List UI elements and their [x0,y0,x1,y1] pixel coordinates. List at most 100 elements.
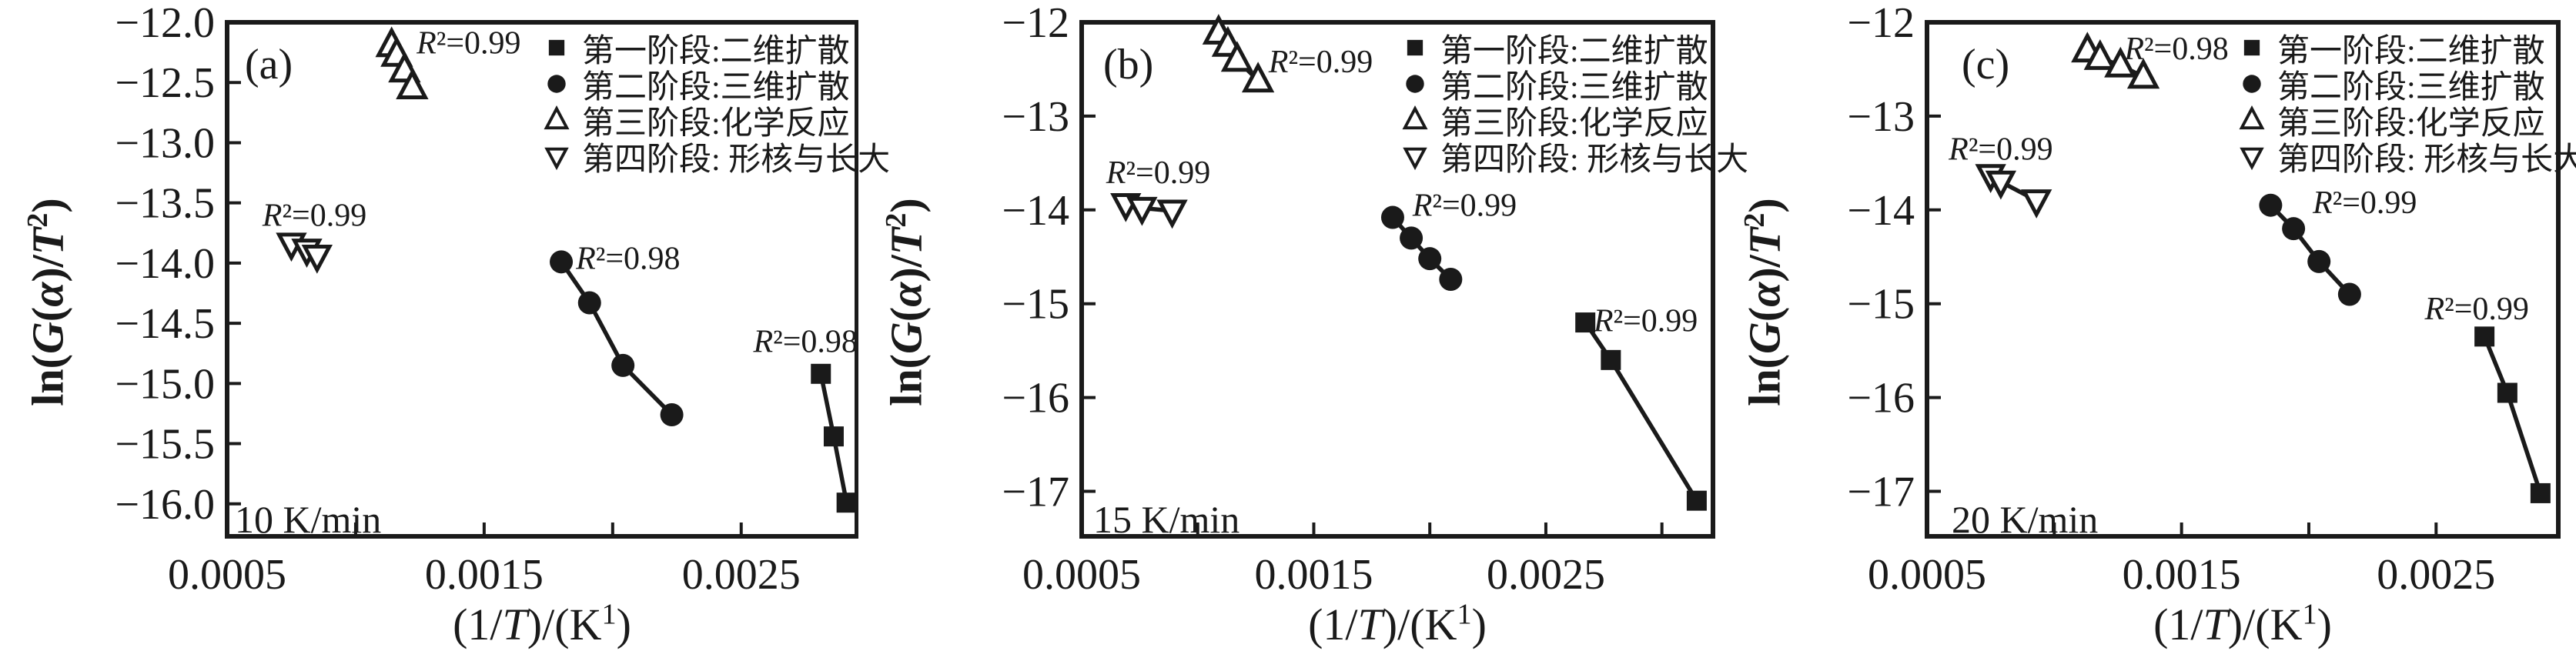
marker-circle-filled [1400,226,1423,250]
legend-item-2: 第二阶段:三维扩散 [1397,67,1748,105]
r2-annotation: R²=0.98 [2123,32,2228,67]
y-axis-label: ln(G(α)/T2) [1738,198,1790,406]
y-tick-label: −17 [1002,468,1069,516]
y-tick-label: −12.5 [115,59,215,107]
series-line [1390,215,1453,281]
marker-triangle-up-open [2083,38,2116,70]
x-tick-label: 0.0025 [682,551,801,599]
series-line [2482,336,2543,494]
marker-circle-filled [2282,217,2306,241]
panel-label: (b) [1103,41,1154,88]
x-tick-label: 0.0005 [168,551,286,599]
series-stage-1: R²=0.99 [2424,292,2551,503]
panel-c-plot-svg: 0.0005 0.0015 0.0025 −12 −13 −14 −15 −16 −17 R²=0… [1847,0,2561,599]
marker-triangle-up-open [1402,105,1428,130]
y-axis-label: ln(G(α)/T2) [880,198,932,406]
y-tick-label: −15 [1002,281,1069,329]
triangle-up-open-icon [544,105,570,130]
heating-rate-label: 20 K/min [1952,498,2099,541]
legend-label: 第三阶段:化学反应 [582,105,850,142]
marker-square-filled [823,426,844,447]
marker-triangle-down-open [1403,147,1427,171]
square-filled-icon [1407,39,1423,56]
marker-triangle-up-open [396,68,429,99]
marker-triangle-up-open [2239,105,2265,130]
panel-b-plot-svg: 0.0005 0.0015 0.0025 −12 −13 −14 −15 −16 −17 R²=0… [1002,0,1715,599]
circle-filled-icon [547,75,566,93]
marker-square-filled [1601,349,1621,370]
circle-filled-icon [1406,75,1424,93]
legend-item-2: 第二阶段:三维扩散 [539,67,890,105]
marker-circle-filled [550,250,574,274]
x-tick-label: 0.0005 [1022,551,1141,599]
series-stage-4: R²=0.99 [1106,155,1210,229]
legend-item-3: 第三阶段:化学反应 [2234,103,2576,142]
series-stage-3: R²=0.99 [375,26,521,99]
y-tick-label: −13 [1002,93,1069,141]
legend: 第一阶段:二维扩散 第二阶段:三维扩散 第三阶段:化学反应 第四阶段: 形核与长大 [2234,31,2576,178]
y-tick-label: −15.5 [115,421,215,469]
y-axis-label: ln(G(α)/T2) [22,198,73,406]
y-tick-label: −17 [1847,468,1915,516]
x-tick-label: 0.0015 [425,551,544,599]
circle-filled-icon [2243,75,2261,93]
r2-annotation: R²=0.99 [2424,292,2528,327]
triangle-down-open-icon [1403,147,1427,171]
y-tick-label: −13 [1847,93,1915,141]
panel-b: 0.0005 0.0015 0.0025 −12 −13 −14 −15 −16 −17 R²=0… [858,0,1748,661]
panel-label: (c) [1962,41,2010,88]
marker-triangle-down-open [544,147,569,171]
square-filled-icon [2243,39,2260,56]
triangle-down-open-icon [2240,147,2264,171]
y-tick-label: −16 [1002,375,1069,422]
marker-circle-filled [547,75,566,93]
legend-item-4: 第四阶段: 形核与长大 [2234,139,2576,178]
r2-annotation: R²=0.98 [753,325,858,360]
legend: 第一阶段:二维扩散 第二阶段:三维扩散 第三阶段:化学反应 第四阶段: 形核与长大 [1397,31,1748,178]
series-stage-1: R²=0.99 [1575,304,1707,511]
panel-a: 0.0005 0.0015 0.0025 −12.0 −12.5 −13.0 −13.5 −1… [0,0,890,661]
x-tick-label: 0.0015 [1254,551,1373,599]
series-stage-2: R²=0.98 [550,242,684,426]
r2-annotation: R²=0.99 [1412,189,1517,224]
marker-square-filled [548,39,565,56]
series-stage-3: R²=0.98 [2071,32,2229,89]
marker-circle-filled [2243,75,2261,93]
plot-frame [1079,20,1715,539]
marker-square-filled [2530,482,2551,503]
triangle-up-open-icon [1402,105,1428,130]
x-tick-label: 0.0015 [2123,551,2241,599]
series-stage-4: R²=0.99 [262,198,366,274]
r2-annotation: R²=0.99 [1268,45,1373,80]
panel-a-plot-svg: 0.0005 0.0015 0.0025 −12.0 −12.5 −13.0 −13.5 −1… [115,0,858,599]
marker-circle-filled [2307,249,2331,273]
y-tick-label: −14 [1002,187,1069,235]
legend-item-2: 第二阶段:三维扩散 [2234,67,2576,105]
r2-annotation: R²=0.98 [575,242,680,277]
marker-triangle-up-open [1220,41,1254,72]
x-axis-label: (1/T)/(K1) [453,598,631,649]
marker-circle-filled [660,402,684,426]
marker-triangle-down-open [301,244,333,274]
x-tick-label: 0.0025 [2377,551,2495,599]
legend-item-1: 第一阶段:二维扩散 [2234,31,2576,69]
marker-triangle-down-open [2021,189,2052,219]
legend-label: 第二阶段:三维扩散 [2277,69,2545,105]
x-axis-label: (1/T)/(K1) [1308,598,1487,649]
marker-square-filled [2474,326,2495,347]
legend-label: 第一阶段:二维扩散 [2277,33,2545,69]
marker-square-filled [2497,382,2517,403]
series-stage-3: R²=0.99 [1202,14,1373,93]
legend-label: 第二阶段:三维扩散 [582,69,850,105]
series-stage-2: R²=0.99 [2259,185,2417,306]
marker-circle-filled [577,291,601,315]
marker-circle-filled [1418,247,1442,271]
triangle-down-open-icon [544,147,569,171]
marker-triangle-up-open [1241,62,1275,93]
marker-triangle-down-open [1156,199,1188,229]
y-tick-label: −12 [1002,0,1069,47]
x-axis-label: (1/T)/(K1) [2153,598,2332,649]
panel-label: (a) [245,41,293,88]
marker-square-filled [1686,490,1707,511]
